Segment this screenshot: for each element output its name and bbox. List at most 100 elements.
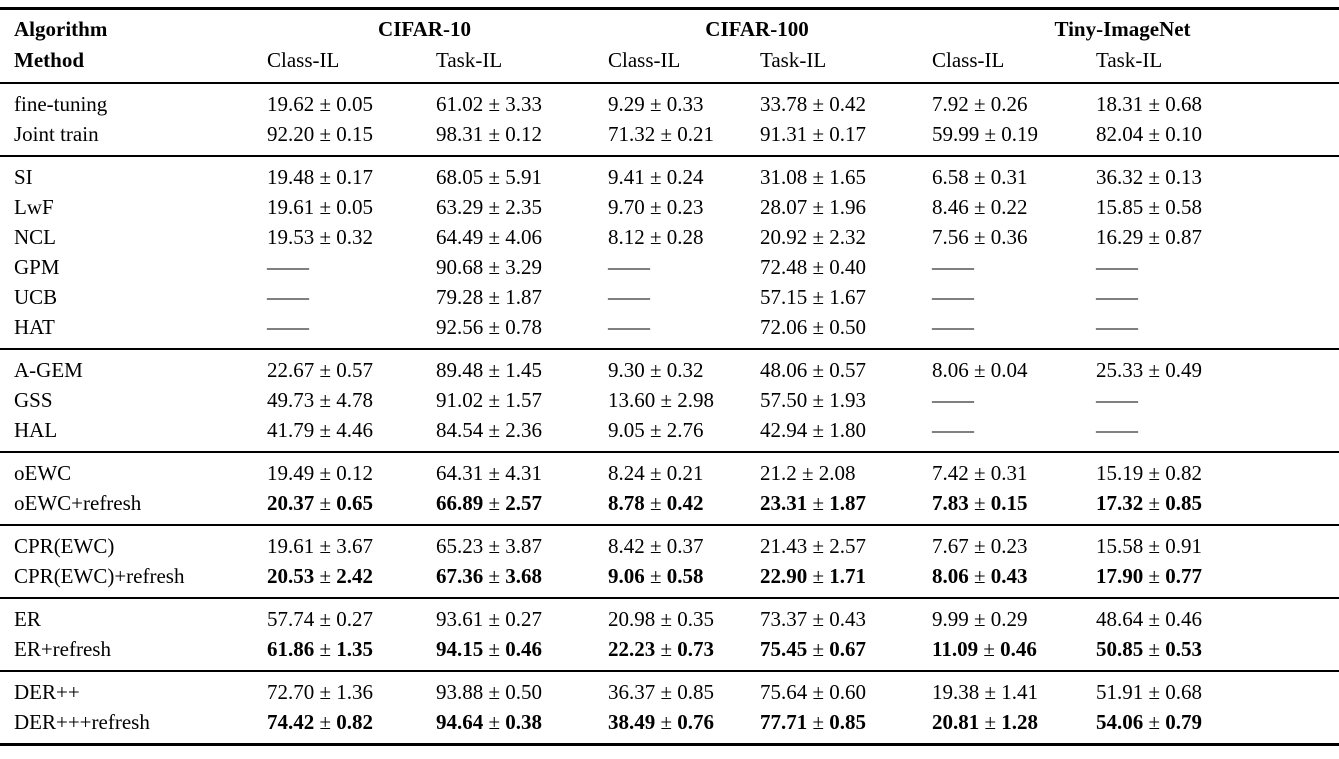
value-cell: 8.06 ± 0.04 [932, 358, 1028, 382]
table-row: CPR(EWC) 19.61 ± 3.67 65.23 ± 3.87 8.42 ± 0… [0, 525, 1339, 561]
value-cell: 38.49 ± 0.76 [608, 710, 715, 734]
method-cell: UCB [14, 285, 58, 309]
value-cell: 72.70 ± 1.36 [267, 680, 374, 704]
value-cell: 73.37 ± 0.43 [760, 607, 867, 631]
value-cell: 9.30 ± 0.32 [608, 358, 704, 382]
value-cell: 15.19 ± 0.82 [1096, 461, 1203, 485]
value-cell: 48.06 ± 0.57 [760, 358, 867, 382]
value-cell: 9.99 ± 0.29 [932, 607, 1028, 631]
value-cell: 31.08 ± 1.65 [760, 165, 867, 189]
table-row: oEWC+refresh 20.37 ± 0.65 66.89 ± 2.57 8.78… [0, 488, 1339, 525]
method-cell: oEWC [14, 461, 72, 485]
value-cell: 57.50 ± 1.93 [760, 388, 867, 412]
value-cell: 41.79 ± 4.46 [267, 418, 374, 442]
value-cell: 75.64 ± 0.60 [760, 680, 867, 704]
method-cell: ER [14, 607, 41, 631]
value-cell: 74.42 ± 0.82 [267, 710, 374, 734]
value-cell: 22.67 ± 0.57 [267, 358, 374, 382]
table-row: DER++ 72.70 ± 1.36 93.88 ± 0.50 36.37 ± 0.8… [0, 671, 1339, 707]
value-cell: 17.90 ± 0.77 [1096, 564, 1203, 588]
value-cell: 77.71 ± 0.85 [760, 710, 867, 734]
value-cell: —— [932, 285, 974, 309]
table-row: LwF 19.61 ± 0.05 63.29 ± 2.35 9.70 ± 0.23 28… [0, 192, 1339, 222]
value-cell: 9.06 ± 0.58 [608, 564, 704, 588]
method-group: ER 57.74 ± 0.27 93.61 ± 0.27 20.98 ± 0.35 73… [0, 598, 1339, 671]
value-cell: 7.56 ± 0.36 [932, 225, 1028, 249]
value-cell: —— [608, 315, 650, 339]
value-cell: 49.73 ± 4.78 [267, 388, 374, 412]
dataset-header-cifar100: CIFAR-100 [705, 17, 809, 41]
value-cell: —— [1096, 315, 1138, 339]
method-cell: fine-tuning [14, 92, 108, 116]
method-cell: DER+++refresh [14, 710, 150, 734]
value-cell: 19.53 ± 0.32 [267, 225, 374, 249]
value-cell: 36.37 ± 0.85 [608, 680, 715, 704]
value-cell: 25.33 ± 0.49 [1096, 358, 1203, 382]
value-cell: 64.31 ± 4.31 [436, 461, 543, 485]
value-cell: 9.05 ± 2.76 [608, 418, 704, 442]
method-group: fine-tuning 19.62 ± 0.05 61.02 ± 3.33 9.29 … [0, 83, 1339, 156]
results-table: Algorithm CIFAR-10 CIFAR-100 Tiny-ImageN… [0, 7, 1339, 746]
value-cell: 50.85 ± 0.53 [1096, 637, 1203, 661]
value-cell: 84.54 ± 2.36 [436, 418, 543, 442]
value-cell: —— [608, 285, 650, 309]
value-cell: 68.05 ± 5.91 [436, 165, 543, 189]
value-cell: —— [1096, 418, 1138, 442]
value-cell: 33.78 ± 0.42 [760, 92, 867, 116]
dataset-header-cifar10: CIFAR-10 [378, 17, 471, 41]
value-cell: 93.88 ± 0.50 [436, 680, 543, 704]
value-cell: 90.68 ± 3.29 [436, 255, 543, 279]
value-cell: 36.32 ± 0.13 [1096, 165, 1203, 189]
value-cell: 71.32 ± 0.21 [608, 122, 715, 146]
value-cell: 57.74 ± 0.27 [267, 607, 374, 631]
method-cell: GSS [14, 388, 53, 412]
value-cell: 92.56 ± 0.78 [436, 315, 543, 339]
value-cell: —— [1096, 255, 1138, 279]
col-header-cifar100-class-il: Class-IL [608, 48, 681, 72]
value-cell: 23.31 ± 1.87 [760, 491, 867, 515]
table-row: ER 57.74 ± 0.27 93.61 ± 0.27 20.98 ± 0.35 73… [0, 598, 1339, 634]
table-row: HAT —— 92.56 ± 0.78 —— 72.06 ± 0.50 —— —— [0, 312, 1339, 349]
method-cell: CPR(EWC) [14, 534, 115, 558]
value-cell: 79.28 ± 1.87 [436, 285, 543, 309]
value-cell: 20.81 ± 1.28 [932, 710, 1039, 734]
value-cell: 19.61 ± 0.05 [267, 195, 374, 219]
method-cell: Joint train [14, 122, 99, 146]
value-cell: 89.48 ± 1.45 [436, 358, 543, 382]
method-cell: HAT [14, 315, 55, 339]
value-cell: 63.29 ± 2.35 [436, 195, 543, 219]
method-cell: CPR(EWC)+refresh [14, 564, 185, 588]
value-cell: 42.94 ± 1.80 [760, 418, 867, 442]
table-row: fine-tuning 19.62 ± 0.05 61.02 ± 3.33 9.29 … [0, 83, 1339, 119]
method-group: DER++ 72.70 ± 1.36 93.88 ± 0.50 36.37 ± 0.8… [0, 671, 1339, 745]
value-cell: 61.86 ± 1.35 [267, 637, 374, 661]
value-cell: 54.06 ± 0.79 [1096, 710, 1203, 734]
value-cell: 48.64 ± 0.46 [1096, 607, 1203, 631]
value-cell: 59.99 ± 0.19 [932, 122, 1039, 146]
value-cell: 28.07 ± 1.96 [760, 195, 867, 219]
value-cell: 20.37 ± 0.65 [267, 491, 374, 515]
value-cell: —— [267, 315, 309, 339]
method-cell: LwF [14, 195, 54, 219]
value-cell: 18.31 ± 0.68 [1096, 92, 1203, 116]
value-cell: 66.89 ± 2.57 [436, 491, 543, 515]
table-row: UCB —— 79.28 ± 1.87 —— 57.15 ± 1.67 —— —— [0, 282, 1339, 312]
value-cell: 9.29 ± 0.33 [608, 92, 704, 116]
value-cell: 8.24 ± 0.21 [608, 461, 704, 485]
value-cell: 72.48 ± 0.40 [760, 255, 867, 279]
value-cell: 22.90 ± 1.71 [760, 564, 867, 588]
table-row: GPM —— 90.68 ± 3.29 —— 72.48 ± 0.40 —— —— [0, 252, 1339, 282]
method-cell: GPM [14, 255, 60, 279]
value-cell: —— [1096, 388, 1138, 412]
table-row: GSS 49.73 ± 4.78 91.02 ± 1.57 13.60 ± 2.98 5… [0, 385, 1339, 415]
value-cell: 8.42 ± 0.37 [608, 534, 704, 558]
value-cell: 7.83 ± 0.15 [932, 491, 1028, 515]
algorithm-header: Algorithm [14, 17, 108, 41]
table-row: Joint train 92.20 ± 0.15 98.31 ± 0.12 71.32… [0, 119, 1339, 156]
value-cell: 21.43 ± 2.57 [760, 534, 867, 558]
table-row: NCL 19.53 ± 0.32 64.49 ± 4.06 8.12 ± 0.28 20… [0, 222, 1339, 252]
table-row: DER+++refresh 74.42 ± 0.82 94.64 ± 0.38 38.… [0, 707, 1339, 745]
value-cell: 13.60 ± 2.98 [608, 388, 715, 412]
value-cell: 75.45 ± 0.67 [760, 637, 867, 661]
method-group: A-GEM 22.67 ± 0.57 89.48 ± 1.45 9.30 ± 0.32… [0, 349, 1339, 452]
